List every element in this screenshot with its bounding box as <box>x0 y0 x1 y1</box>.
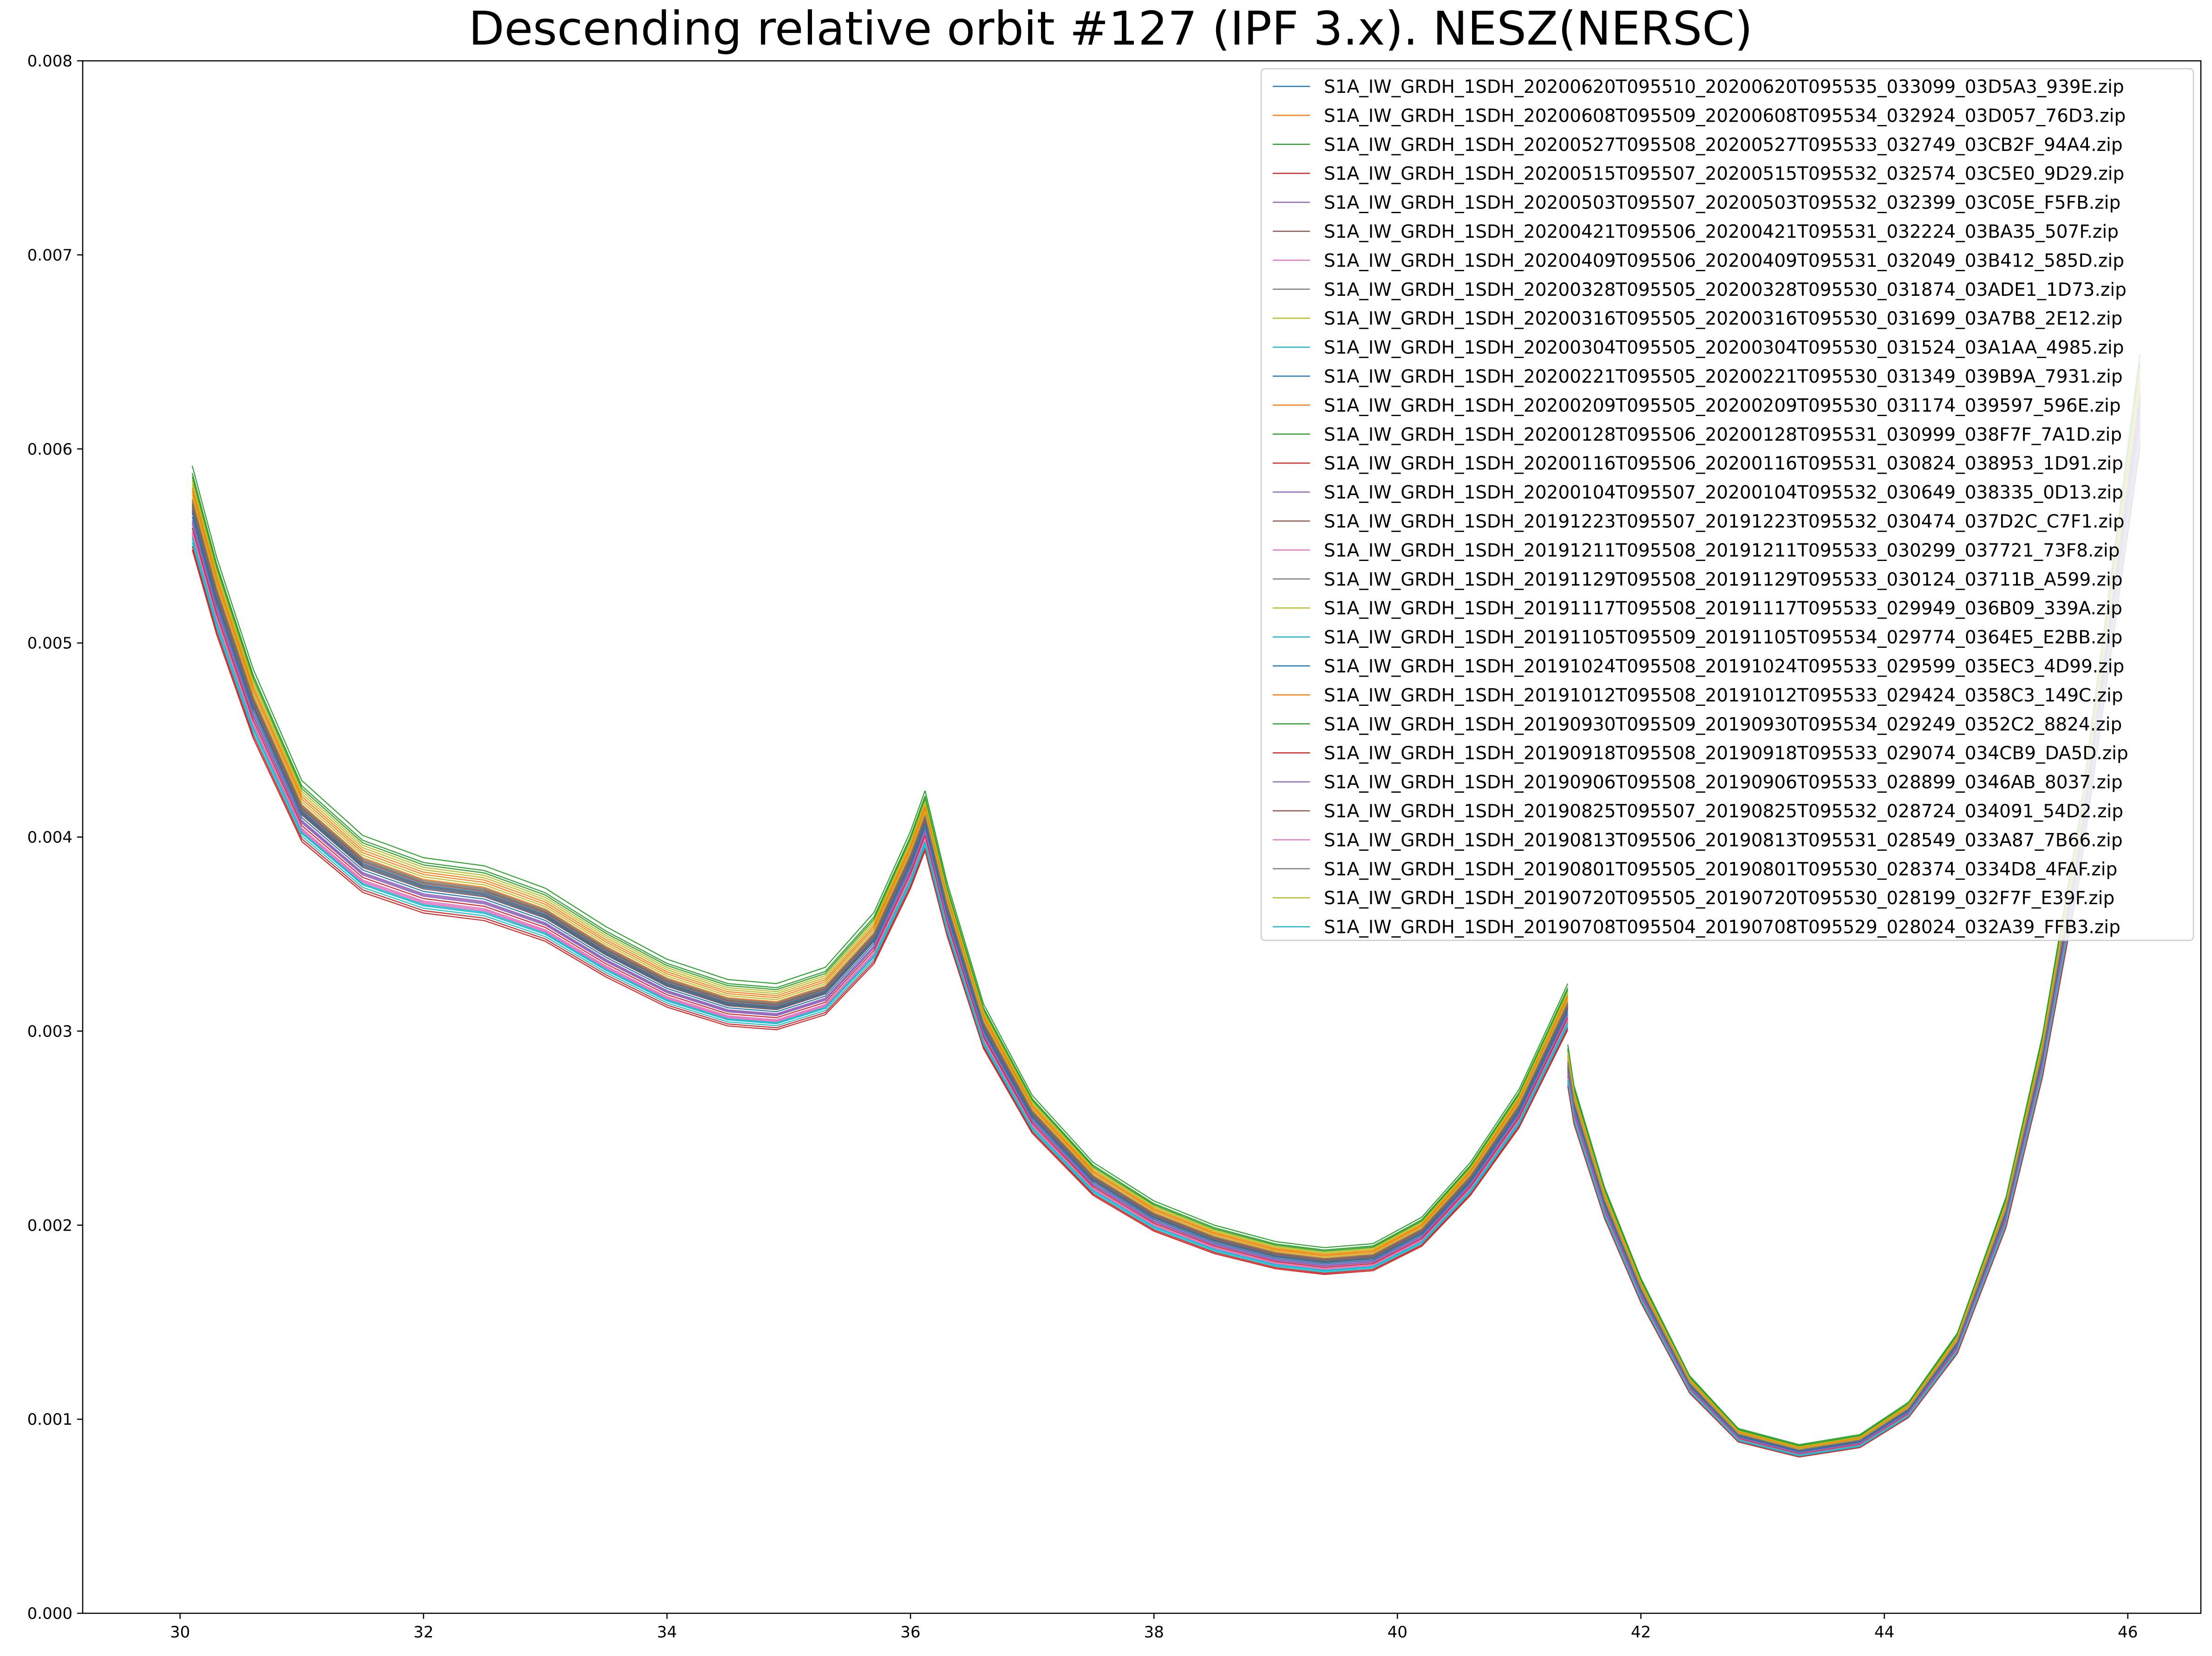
legend-label: S1A_IW_GRDH_1SDH_20200304T095505_2020030… <box>1324 338 2124 359</box>
series-line <box>191 438 2141 1457</box>
x-tick-label: 42 <box>1631 1623 1651 1642</box>
legend-label: S1A_IW_GRDH_1SDH_20191024T095508_2019102… <box>1324 656 2124 677</box>
y-tick-label: 0.005 <box>27 634 72 653</box>
legend-items: S1A_IW_GRDH_1SDH_20200620T095510_2020062… <box>1273 77 2128 938</box>
y-tick-label: 0.006 <box>27 440 72 459</box>
x-tick-label: 36 <box>900 1623 920 1642</box>
legend: S1A_IW_GRDH_1SDH_20200620T095510_2020062… <box>1260 68 2194 941</box>
legend-label: S1A_IW_GRDH_1SDH_20191223T095507_2019122… <box>1324 511 2124 532</box>
series-line <box>191 370 2141 1447</box>
legend-label: S1A_IW_GRDH_1SDH_20191211T095508_2019121… <box>1324 540 2120 561</box>
legend-label: S1A_IW_GRDH_1SDH_20191105T095509_2019110… <box>1324 627 2122 648</box>
legend-label: S1A_IW_GRDH_1SDH_20191129T095508_2019112… <box>1324 569 2123 590</box>
series-line <box>191 432 2141 1456</box>
y-axis: 0.000 0.001 0.002 0.003 0.004 0.005 0.006 0.007… <box>27 52 83 1623</box>
x-tick-label: 30 <box>170 1623 190 1642</box>
y-tick-label: 0.004 <box>27 828 72 847</box>
legend-label: S1A_IW_GRDH_1SDH_20200128T095506_2020012… <box>1324 424 2122 445</box>
series-line <box>191 362 2141 1447</box>
series-line <box>191 392 2141 1451</box>
legend-label: S1A_IW_GRDH_1SDH_20190708T095504_2019070… <box>1324 917 2120 938</box>
legend-label: S1A_IW_GRDH_1SDH_20200515T095507_2020051… <box>1324 163 2124 184</box>
x-tick-label: 38 <box>1144 1623 1164 1642</box>
legend-label: S1A_IW_GRDH_1SDH_20191117T095508_2019111… <box>1324 598 2122 619</box>
y-tick-label: 0.003 <box>27 1022 72 1041</box>
series-layer <box>191 354 2141 1458</box>
y-tick-label: 0.000 <box>27 1604 72 1623</box>
legend-label: S1A_IW_GRDH_1SDH_20200328T095505_2020032… <box>1324 280 2127 300</box>
x-tick-label: 46 <box>2118 1623 2138 1642</box>
legend-label: S1A_IW_GRDH_1SDH_20200221T095505_2020022… <box>1324 366 2123 387</box>
legend-label: S1A_IW_GRDH_1SDH_20200116T095506_2020011… <box>1324 453 2123 474</box>
y-tick-label: 0.002 <box>27 1216 72 1235</box>
y-tick-label: 0.001 <box>27 1410 72 1429</box>
legend-label: S1A_IW_GRDH_1SDH_20200527T095508_2020052… <box>1324 135 2123 156</box>
legend-label: S1A_IW_GRDH_1SDH_20200620T095510_2020062… <box>1324 77 2124 98</box>
legend-label: S1A_IW_GRDH_1SDH_20191012T095508_2019101… <box>1324 685 2123 706</box>
legend-label: S1A_IW_GRDH_1SDH_20190813T095506_2019081… <box>1324 830 2123 851</box>
y-tick-label: 0.008 <box>27 52 72 71</box>
legend-label: S1A_IW_GRDH_1SDH_20200421T095506_2020042… <box>1324 222 2119 242</box>
legend-label: S1A_IW_GRDH_1SDH_20200209T095505_2020020… <box>1324 395 2121 416</box>
chart-title: Descending relative orbit #127 (IPF 3.x)… <box>469 1 1753 56</box>
series-line <box>191 422 2141 1454</box>
legend-label: S1A_IW_GRDH_1SDH_20200104T095507_2020010… <box>1324 482 2123 503</box>
series-line <box>191 404 2141 1452</box>
legend-frame <box>1260 68 2194 941</box>
series-line <box>191 386 2141 1450</box>
legend-label: S1A_IW_GRDH_1SDH_20200316T095505_2020031… <box>1324 308 2122 329</box>
legend-label: S1A_IW_GRDH_1SDH_20200503T095507_2020050… <box>1324 193 2120 214</box>
x-tick-label: 44 <box>1874 1623 1894 1642</box>
x-tick-label: 40 <box>1387 1623 1407 1642</box>
x-axis: 30 32 34 36 38 40 42 44 46 <box>170 1613 2138 1642</box>
series-line <box>191 416 2141 1454</box>
series-line <box>191 354 2141 1446</box>
legend-label: S1A_IW_GRDH_1SDH_20190801T095505_2019080… <box>1324 859 2117 880</box>
series-line <box>191 446 2141 1458</box>
legend-label: S1A_IW_GRDH_1SDH_20190918T095508_2019091… <box>1324 743 2128 764</box>
legend-label: S1A_IW_GRDH_1SDH_20190906T095508_2019090… <box>1324 772 2123 793</box>
legend-label: S1A_IW_GRDH_1SDH_20200409T095506_2020040… <box>1324 250 2124 271</box>
series-line <box>191 378 2141 1448</box>
legend-label: S1A_IW_GRDH_1SDH_20190825T095507_2019082… <box>1324 801 2123 822</box>
legend-label: S1A_IW_GRDH_1SDH_20190720T095505_2019072… <box>1324 888 2114 909</box>
legend-label: S1A_IW_GRDH_1SDH_20200608T095509_2020060… <box>1324 105 2126 126</box>
x-tick-label: 34 <box>657 1623 677 1642</box>
y-tick-label: 0.007 <box>27 246 72 265</box>
legend-label: S1A_IW_GRDH_1SDH_20190930T095509_2019093… <box>1324 714 2122 735</box>
x-tick-label: 32 <box>413 1623 433 1642</box>
